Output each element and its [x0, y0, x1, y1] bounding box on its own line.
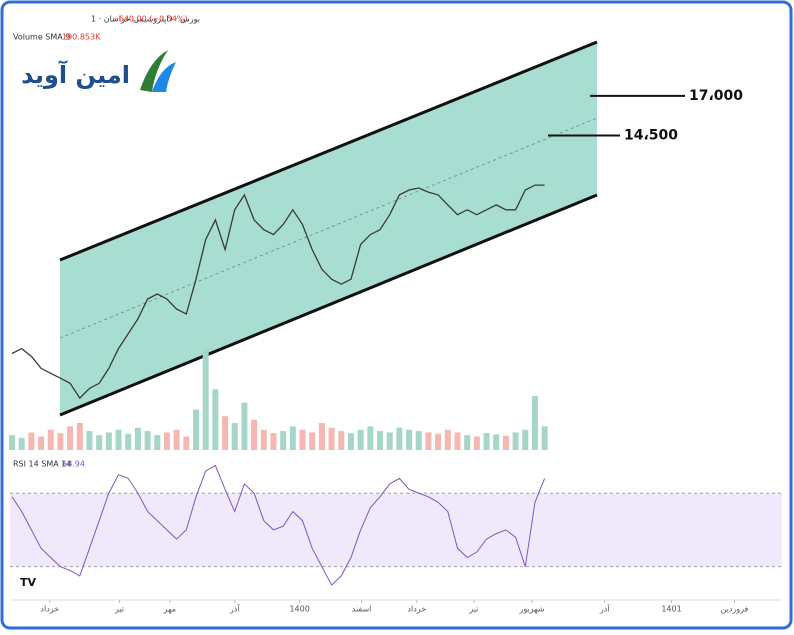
- x-tick-label: شهریور: [519, 605, 545, 614]
- target-label: 14،500: [624, 127, 678, 143]
- target-label: 17،000: [689, 88, 743, 104]
- volume-bar: [173, 429, 180, 450]
- volume-bar: [202, 348, 209, 450]
- volume-bar: [396, 427, 403, 450]
- volume-bar: [241, 402, 248, 450]
- volume-bar: [231, 423, 238, 450]
- tv-logo: TV: [20, 576, 37, 589]
- volume-bar: [212, 389, 219, 450]
- x-tick-label: تیر: [114, 605, 124, 614]
- volume-bar: [193, 409, 200, 450]
- volume-bar: [96, 435, 103, 450]
- x-tick-label: تیر: [468, 605, 478, 614]
- volume-bar: [531, 396, 538, 450]
- rsi-title: RSI 14 SMA 14: [13, 460, 71, 469]
- volume-bar: [47, 429, 54, 450]
- volume-bar: [289, 426, 296, 450]
- x-tick-label: خرداد: [407, 605, 426, 614]
- volume-bar: [9, 435, 15, 450]
- volume-bar: [328, 427, 335, 450]
- volume-bar: [425, 432, 432, 450]
- volume-bar: [493, 434, 500, 450]
- volume-bar: [144, 431, 151, 450]
- volume-bar: [222, 416, 229, 450]
- volume-bar: [183, 436, 190, 450]
- volume-bar: [67, 426, 74, 450]
- volume-bar: [522, 429, 529, 450]
- volume-bar: [105, 432, 112, 450]
- volume-bar: [473, 436, 480, 450]
- x-tick-label: آذر: [599, 604, 610, 614]
- volume-bar: [309, 432, 316, 450]
- volume-bar: [260, 429, 267, 450]
- volume-bar: [454, 432, 461, 450]
- price-line: [11, 184, 545, 400]
- volume-bar: [86, 431, 93, 450]
- volume-bar: [464, 435, 471, 450]
- volume-bar: [318, 423, 325, 450]
- rsi-line: [11, 464, 546, 586]
- volume-bar: [280, 431, 287, 450]
- volume-bar: [415, 431, 422, 450]
- volume-bar: [115, 429, 122, 450]
- volume-value: 190.853K: [62, 33, 101, 42]
- volume-bar: [435, 433, 442, 450]
- rsi-value: 68.94: [62, 460, 85, 469]
- logo-mark: [140, 50, 176, 92]
- volume-title: Volume SMA 9: [13, 33, 70, 42]
- volume-bar: [541, 426, 548, 450]
- volume-bar: [502, 435, 509, 450]
- volume-bar: [76, 423, 83, 450]
- volume-bar: [512, 432, 519, 450]
- channel-lower: [59, 193, 598, 417]
- volume-bar: [444, 429, 451, 450]
- volume-bar: [251, 419, 258, 450]
- x-tick-label: آذر: [229, 604, 240, 614]
- volume-bar: [377, 431, 384, 450]
- volume-bar: [154, 435, 161, 450]
- volume-bar: [367, 426, 374, 450]
- volume-bar: [28, 432, 35, 450]
- logo-text: امین آوید: [21, 60, 130, 89]
- channel-upper: [59, 40, 598, 262]
- volume-bar: [125, 433, 132, 450]
- volume-bar: [406, 429, 413, 450]
- volume-bar: [18, 437, 25, 450]
- volume-bar: [338, 431, 345, 450]
- volume-bar: [163, 432, 170, 450]
- volume-bar: [347, 433, 354, 450]
- x-tick-label: 1400: [289, 605, 309, 614]
- volume-bar: [357, 429, 364, 450]
- volume-bar: [57, 433, 64, 450]
- channel-mid: [59, 117, 598, 339]
- x-tick-label: 1401: [661, 605, 681, 614]
- volume-bar: [483, 433, 490, 450]
- x-tick-label: خرداد: [40, 605, 59, 614]
- volume-bar: [299, 429, 306, 450]
- channel: [60, 42, 597, 415]
- x-tick-label: مهر: [163, 605, 176, 614]
- x-tick-label: فروردین: [721, 605, 749, 614]
- volume-bar: [270, 433, 277, 450]
- x-tick-label: اسفند: [352, 605, 372, 614]
- volume-bar: [386, 432, 393, 450]
- symbol: پتروشیمی خراسان · 1D · بورس: [91, 15, 200, 24]
- volume-bar: [134, 427, 141, 450]
- volume-bar: [38, 436, 45, 450]
- rsi-band: [10, 493, 782, 567]
- change: −640.00 (−0.54%): [112, 15, 188, 24]
